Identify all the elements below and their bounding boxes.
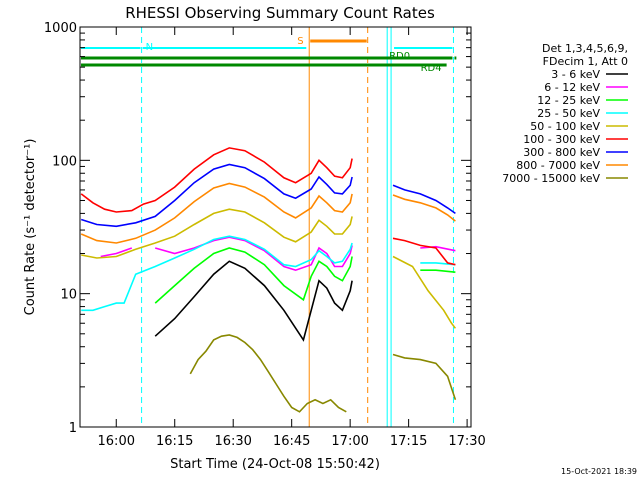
series-line-1 <box>100 236 456 272</box>
series-line-0 <box>154 260 353 342</box>
legend-header-1: FDecim 1, Att 0 <box>543 55 628 68</box>
chart-title: RHESSI Observing Summary Count Rates <box>125 4 435 22</box>
legend-label-3: 25 - 50 keV <box>537 107 600 120</box>
series-line-2 <box>154 247 456 304</box>
x-tick-label-4: 17:00 <box>331 434 368 449</box>
series-line-4 <box>81 208 457 329</box>
series-line-6 <box>80 163 456 228</box>
y-tick-label-2: 100 <box>52 154 77 169</box>
x-tick-label-0: 16:00 <box>98 434 135 449</box>
timestamp: 15-Oct-2021 18:39 <box>561 467 637 476</box>
legend-header-0: Det 1,3,4,5,6,9, <box>542 42 628 55</box>
x-tick-label-5: 17:15 <box>390 434 427 449</box>
x-axis-ticks: 16:00 16:15 16:30 16:45 17:00 17:15 17:30 <box>98 27 486 449</box>
plot-frame <box>79 26 472 428</box>
y-tick-label-0: 1 <box>69 421 77 436</box>
legend-label-1: 6 - 12 keV <box>544 81 600 94</box>
series-line-8 <box>189 334 457 413</box>
flag-label-rd4: RD4 <box>421 63 442 74</box>
x-tick-label-2: 16:30 <box>214 434 251 449</box>
x-tick-label-3: 16:45 <box>273 434 310 449</box>
x-tick-label-6: 17:30 <box>448 434 485 449</box>
series-line-3 <box>81 235 456 312</box>
flag-label-s: S <box>297 36 303 47</box>
flag-bars: N S RD0 RD4 <box>81 36 457 74</box>
legend-label-7: 800 - 7000 keV <box>516 159 600 172</box>
flag-label-n: N <box>146 42 153 53</box>
y-axis-label: Count Rate (s⁻¹ detector⁻¹) <box>23 139 38 316</box>
legend: Det 1,3,4,5,6,9,FDecim 1, Att 03 - 6 keV… <box>502 42 628 185</box>
y-tick-label-3: 1000 <box>44 21 77 36</box>
y-tick-label-1: 10 <box>60 288 77 303</box>
series-lines <box>80 147 457 413</box>
flag-label-rd0: RD0 <box>389 51 410 62</box>
legend-label-6: 300 - 800 keV <box>523 146 600 159</box>
legend-label-4: 50 - 100 keV <box>530 120 600 133</box>
series-line-7 <box>80 182 456 244</box>
legend-label-0: 3 - 6 keV <box>551 68 600 81</box>
vertical-markers <box>141 27 454 427</box>
x-axis-label: Start Time (24-Oct-08 15:50:42) <box>170 457 380 472</box>
x-tick-label-1: 16:15 <box>156 434 193 449</box>
legend-label-8: 7000 - 15000 keV <box>502 172 600 185</box>
legend-label-2: 12 - 25 keV <box>537 94 600 107</box>
series-line-5 <box>80 147 456 266</box>
legend-label-5: 100 - 300 keV <box>523 133 600 146</box>
y-axis-ticks: 1 10 100 1000 <box>44 21 471 436</box>
